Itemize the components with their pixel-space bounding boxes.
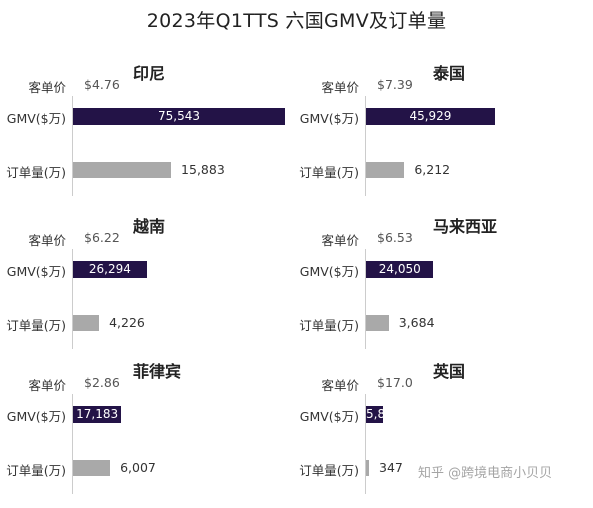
price-row-label: 客单价 (321, 80, 359, 95)
country-name: 英国 (433, 362, 466, 381)
country-panel: 印尼客单价 GMV($万) 订单量(万) $4.76 75,543 15,883 (0, 60, 290, 210)
panel-axis (72, 96, 73, 196)
price-value: $6.22 (84, 230, 120, 245)
gmv-row-label: GMV($万) (6, 264, 66, 279)
orders-row-label: 订单量(万) (299, 463, 359, 478)
orders-value: 4,226 (109, 315, 145, 330)
country-panel: 菲律宾客单价 GMV($万) 订单量(万) $2.86 17,183 6,007 (0, 358, 290, 508)
gmv-bar: 45,929 (366, 108, 495, 125)
country-name: 越南 (133, 217, 166, 236)
orders-value: 3,684 (398, 315, 435, 330)
price-value: $6.53 (377, 230, 413, 245)
gmv-row-label: GMV($万) (6, 409, 66, 424)
chart-title: 2023年Q1TTS 六国GMV及订单量 (146, 10, 447, 32)
gmv-row-label: GMV($万) (299, 264, 359, 279)
orders-bar (73, 315, 100, 331)
orders-row-label: 订单量(万) (6, 165, 66, 180)
orders-value: 347 (379, 460, 403, 475)
price-value: $7.39 (377, 77, 413, 92)
gmv-row-label: GMV($万) (299, 111, 359, 126)
orders-row-label: 订单量(万) (6, 463, 66, 478)
price-value: $4.76 (84, 77, 120, 92)
gmv-row-label: GMV($万) (299, 409, 359, 424)
panel-axis (365, 394, 366, 494)
orders-bar (73, 162, 172, 178)
orders-bar (366, 315, 389, 331)
gmv-bar: 17,183 (73, 406, 122, 423)
orders-row-label: 订单量(万) (299, 318, 359, 333)
watermark: 知乎 @跨境电商小贝贝 (418, 466, 553, 481)
orders-bar (366, 460, 369, 476)
gmv-bar: 26,294 (73, 261, 147, 278)
orders-bar (73, 460, 111, 476)
price-row-label: 客单价 (28, 378, 66, 393)
orders-row-label: 订单量(万) (6, 318, 66, 333)
country-name: 印尼 (133, 64, 166, 83)
orders-value: 6,007 (120, 460, 156, 475)
country-panel: 越南客单价 GMV($万) 订单量(万) $6.22 26,294 4,226 (0, 213, 290, 363)
country-name: 泰国 (433, 64, 466, 83)
price-value: $17.0 (377, 375, 413, 390)
orders-bar (366, 162, 405, 178)
country-panel: 泰国客单价 GMV($万) 订单量(万) $7.39 45,929 6,212 (293, 60, 583, 210)
country-name: 马来西亚 (433, 217, 498, 236)
gmv-bar: 75,543 (73, 108, 285, 125)
orders-row-label: 订单量(万) (299, 165, 359, 180)
panel-axis (72, 394, 73, 494)
orders-value: 6,212 (414, 162, 451, 177)
price-row-label: 客单价 (321, 233, 359, 248)
panel-axis (365, 249, 366, 349)
country-panel: 马来西亚客单价 GMV($万) 订单量(万) $6.53 24,050 3,684 (293, 213, 583, 363)
price-row-label: 客单价 (321, 378, 359, 393)
country-name: 菲律宾 (133, 362, 182, 381)
country-panel: 英国客单价 GMV($万) 订单量(万) $17.0 5,896 347 (293, 358, 583, 508)
gmv-bar: 5,896 (366, 406, 401, 423)
panel-axis (72, 249, 73, 349)
orders-value: 15,883 (181, 162, 225, 177)
gmv-bar: 24,050 (366, 261, 434, 278)
price-value: $2.86 (84, 375, 120, 390)
gmv-row-label: GMV($万) (6, 111, 66, 126)
price-row-label: 客单价 (28, 80, 66, 95)
panel-axis (365, 96, 366, 196)
price-row-label: 客单价 (28, 233, 66, 248)
